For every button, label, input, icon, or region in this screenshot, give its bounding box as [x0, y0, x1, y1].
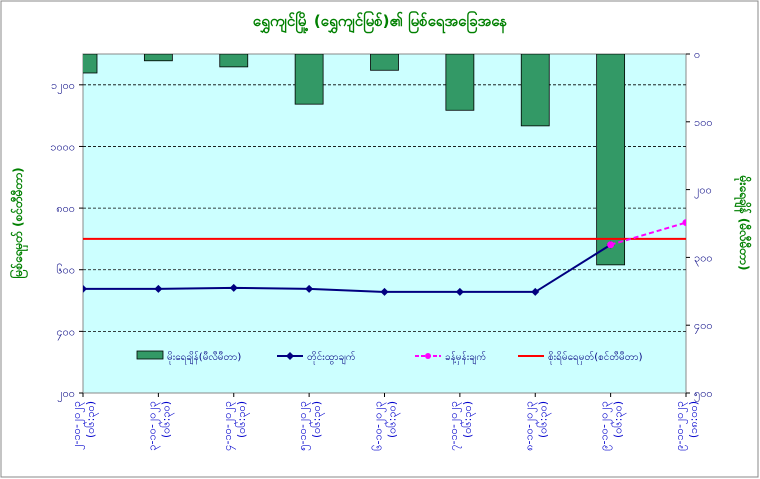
bar [370, 54, 399, 71]
line-series [83, 243, 612, 293]
y2-tick-label: ၄၀၀ [694, 319, 713, 334]
bar [219, 54, 249, 68]
x-tick-label: ၆-၁၀-၂၀၂၃ [372, 401, 387, 451]
line-series [610, 221, 686, 246]
x-tick-time: (၀၆:၃၀) [310, 401, 325, 438]
x-tick-label: ၈-၁၀-၂၀၂၃ [522, 401, 537, 451]
legend-swatch [136, 350, 164, 360]
x-tick-time: (၀၆:၃၀) [536, 401, 551, 438]
x-tick-label: ၂-၁၀-၂၀၂၃ [70, 401, 85, 450]
x-tick-label: ၄-၁၀-၂၀၂၃ [221, 401, 236, 451]
x-tick-label: ၉-၁၀-၂၀၂၃ [673, 401, 688, 451]
point [229, 283, 238, 292]
x-tick-label: ၉-၁၀-၂၀၂၃ [598, 401, 613, 451]
legend-marker [286, 352, 294, 360]
bar [445, 54, 475, 111]
point [154, 284, 163, 293]
x-tick-label: ၅-၁၀-၂၀၂၃ [296, 401, 311, 451]
x-tick-time: (၁၈:၀၀) [687, 401, 700, 438]
x-tick-label: ၃-၁၀-၂၀၂၃ [145, 401, 160, 451]
legend-label: ခန့်မှန်းချက် [445, 350, 486, 365]
x-tick-time: (၀၆:၃၀) [159, 401, 174, 438]
legend-marker [425, 353, 431, 359]
y-tick-label: ၆၀၀ [56, 264, 75, 277]
x-tick-label: ၇-၁၀-၂၀၂၃ [447, 401, 462, 451]
point [305, 284, 314, 293]
y-axis-label: မြစ်ရေမှတ် (စင်တီမီတာ) [8, 167, 29, 278]
bar [520, 54, 550, 127]
y2-axis-label: မိုးရေချိန် (မီလီမီတာ) [733, 175, 753, 271]
point [455, 287, 464, 296]
bar [294, 54, 324, 105]
y-tick-label: ၄၀၀ [56, 325, 75, 340]
y-tick-label: ၈၀၀ [56, 202, 75, 215]
y2-tick-label: ၁၀၀ [694, 116, 713, 129]
plot-marks [83, 54, 686, 296]
point [607, 241, 615, 249]
x-tick-time: (၀၆:၃၀) [612, 401, 627, 438]
point [531, 287, 540, 296]
y-tick-label: ၁၂၀၀ [51, 79, 75, 94]
point [682, 219, 686, 227]
point [380, 287, 389, 296]
x-tick-time: (၀၆:၃၀) [235, 401, 250, 438]
y-tick-label: ၁၀၀၀ [50, 140, 75, 153]
x-tick-time: (၀၆:၃၀) [386, 401, 401, 438]
y2-tick-label: ၀ [694, 48, 700, 61]
plot-area [82, 53, 687, 394]
bar [83, 54, 98, 74]
y2-tick-label: ၃၀၀ [694, 251, 713, 266]
x-tick-time: (၀၆:၃၀) [84, 401, 99, 438]
y2-tick-label: ၅၀၀ [694, 387, 713, 402]
bar [143, 54, 173, 62]
legend-label: စိုးရိမ်ရေမှတ်(စင်တီမီတာ) [548, 350, 643, 365]
y-tick-label: ၂၀၀ [57, 387, 75, 402]
legend-label: မိုးရေချိန်(မီလီမီတာ) [167, 350, 241, 365]
legend-label: တိုင်းထွာချက် [307, 350, 356, 365]
x-tick-time: (၀၆:၃၀) [461, 401, 476, 438]
point [83, 284, 87, 293]
y2-tick-label: ၂၀၀ [694, 184, 712, 199]
bar [596, 54, 626, 266]
